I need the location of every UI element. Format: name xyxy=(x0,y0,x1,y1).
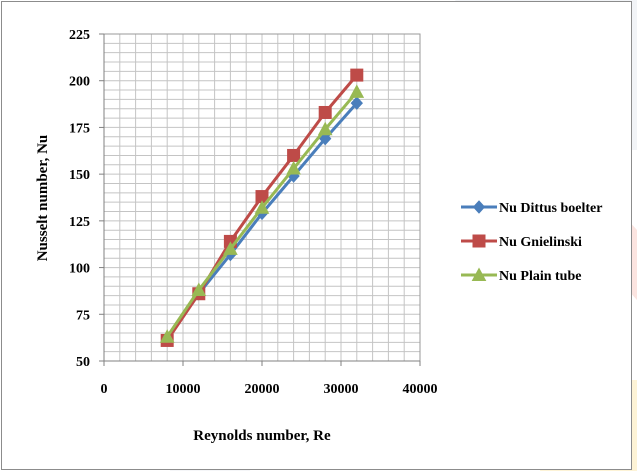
legend-item-3: Nu Plain tube xyxy=(461,267,581,284)
data-point-square xyxy=(350,68,364,82)
data-point-triangle xyxy=(254,200,270,214)
legend-label: Nu Plain tube xyxy=(499,269,581,284)
legend-item-1: Nu Dittus boelter xyxy=(461,200,602,216)
y-tick-labels: 50 75 100 125 150 175 200 225 xyxy=(69,28,90,370)
data-point-square xyxy=(287,148,301,162)
y-tick-label: 225 xyxy=(69,28,90,43)
data-point-triangle xyxy=(286,160,301,175)
y-tick-label: 50 xyxy=(76,355,90,370)
data-point-triangle xyxy=(159,329,175,343)
x-tick-label: 40000 xyxy=(403,382,438,397)
data-point-diamond xyxy=(350,96,363,110)
legend-item-2: Nu Gnielinski xyxy=(461,234,582,250)
data-point-triangle xyxy=(223,241,238,255)
x-axis-title: Reynolds number, Re xyxy=(193,428,331,444)
x-tick-label: 20000 xyxy=(245,382,280,397)
legend-marker-square xyxy=(472,234,486,248)
data-point-triangle xyxy=(191,282,207,296)
x-tick-label: 0 xyxy=(101,382,108,397)
axes xyxy=(99,33,421,366)
y-tick-label: 200 xyxy=(69,75,90,90)
y-tick-label: 75 xyxy=(76,308,90,323)
legend-label: Nu Gnielinski xyxy=(499,235,582,250)
y-tick-label: 150 xyxy=(69,168,90,183)
x-tick-label: 30000 xyxy=(324,382,359,397)
data-point-square xyxy=(318,105,332,119)
y-axis-title: Nusselt number, Nu xyxy=(35,135,51,262)
x-tick-label: 10000 xyxy=(166,382,201,397)
y-tick-label: 125 xyxy=(69,215,90,230)
y-tick-label: 100 xyxy=(69,262,90,277)
x-tick-labels: 0 10000 20000 30000 40000 xyxy=(101,382,438,397)
grid-lines xyxy=(103,33,421,362)
data-point-triangle xyxy=(349,84,365,98)
series-3 xyxy=(159,84,365,343)
data-point-triangle xyxy=(317,121,333,136)
legend-marker-triangle xyxy=(471,267,487,281)
legend-label: Nu Dittus boelter xyxy=(499,201,602,216)
y-tick-label: 175 xyxy=(69,121,90,136)
data-point-diamond xyxy=(319,131,332,146)
legend-marker-diamond xyxy=(472,200,486,214)
series-group xyxy=(159,68,365,347)
legend: Nu Dittus boelter Nu Gnielinski Nu Plain t… xyxy=(461,200,602,284)
